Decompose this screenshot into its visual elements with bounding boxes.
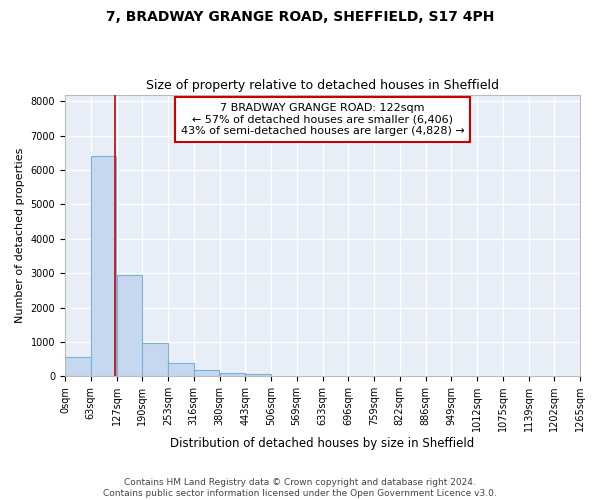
Bar <box>142 342 168 376</box>
Text: Contains HM Land Registry data © Crown copyright and database right 2024.
Contai: Contains HM Land Registry data © Crown c… <box>103 478 497 498</box>
Bar <box>91 156 116 376</box>
X-axis label: Distribution of detached houses by size in Sheffield: Distribution of detached houses by size … <box>170 437 475 450</box>
Bar <box>116 275 142 376</box>
Bar <box>245 374 271 376</box>
Text: 7, BRADWAY GRANGE ROAD, SHEFFIELD, S17 4PH: 7, BRADWAY GRANGE ROAD, SHEFFIELD, S17 4… <box>106 10 494 24</box>
Bar <box>194 370 219 376</box>
Text: 7 BRADWAY GRANGE ROAD: 122sqm
← 57% of detached houses are smaller (6,406)
43% o: 7 BRADWAY GRANGE ROAD: 122sqm ← 57% of d… <box>181 103 464 136</box>
Bar <box>65 357 91 376</box>
Bar <box>220 373 245 376</box>
Bar <box>168 363 194 376</box>
Title: Size of property relative to detached houses in Sheffield: Size of property relative to detached ho… <box>146 79 499 92</box>
Y-axis label: Number of detached properties: Number of detached properties <box>15 148 25 323</box>
